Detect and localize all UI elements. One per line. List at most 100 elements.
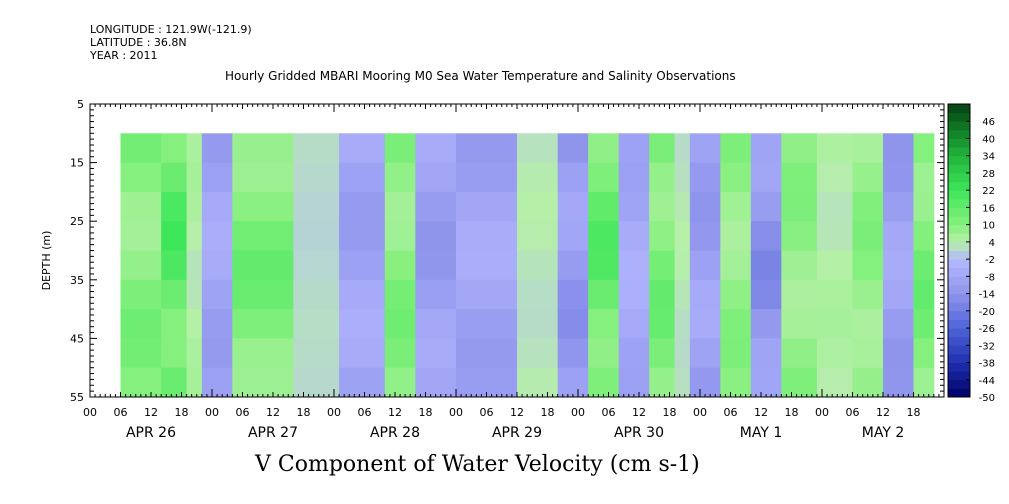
colorbar-swatch <box>948 336 970 346</box>
colorbar-swatch <box>948 129 970 139</box>
colorbar-swatch <box>948 121 970 131</box>
x-hour-label: 00 <box>449 406 463 419</box>
colorbar-swatch <box>948 276 970 286</box>
x-hour-label: 12 <box>510 406 524 419</box>
colorbar-swatch <box>948 259 970 269</box>
colorbar-swatch <box>948 302 970 312</box>
x-hour-label: 12 <box>754 406 768 419</box>
heatmap-cell <box>161 367 188 398</box>
colorbar-swatch <box>948 233 970 243</box>
x-hour-label: 18 <box>419 406 433 419</box>
heatmap-cell <box>689 309 721 339</box>
heatmap-cells <box>120 133 935 398</box>
heatmap-cell <box>913 191 935 222</box>
heatmap-cell <box>120 250 162 281</box>
heatmap-cell <box>339 309 386 339</box>
y-tick-label: 15 <box>70 157 84 170</box>
heatmap-cell <box>588 367 620 398</box>
heatmap-cell <box>649 191 676 222</box>
heatmap-cell <box>161 338 188 369</box>
colorbar-label: 46 <box>982 117 995 128</box>
heatmap-cell <box>161 191 188 222</box>
colorbar-label: -50 <box>979 393 995 404</box>
colorbar-swatch <box>948 172 970 183</box>
x-hour-label: 06 <box>114 406 128 419</box>
heatmap-cell <box>415 162 457 193</box>
heatmap-cell <box>816 279 853 310</box>
colorbar-swatch <box>948 250 970 260</box>
heatmap-cell <box>816 250 853 281</box>
heatmap-cell <box>750 191 782 222</box>
x-day-label: APR 30 <box>614 425 664 441</box>
heatmap-cell <box>384 162 416 193</box>
heatmap-cell <box>339 250 386 281</box>
heatmap-cell <box>913 309 935 339</box>
heatmap-cell <box>186 279 203 310</box>
heatmap-cell <box>781 309 818 339</box>
x-hour-label: 06 <box>724 406 738 419</box>
heatmap-cell <box>120 279 162 310</box>
heatmap-cell <box>689 191 721 222</box>
colorbar: 46 40 34 28 22 16 10 4 -2 -8 -14 -20 -26 -32 -38 -44 -50 <box>947 103 995 404</box>
heatmap-cell <box>517 162 559 193</box>
heatmap-cell <box>588 162 620 193</box>
heatmap-cell <box>781 338 818 369</box>
heatmap-cell <box>588 133 620 164</box>
heatmap-cell <box>852 279 884 310</box>
x-hour-label: 18 <box>297 406 311 419</box>
heatmap-cell <box>232 367 294 398</box>
heatmap-cell <box>456 279 518 310</box>
x-hour-label: 06 <box>602 406 616 419</box>
heatmap-cell <box>186 191 203 222</box>
x-day-label: MAY 2 <box>862 425 904 441</box>
x-hour-label: 12 <box>876 406 890 419</box>
heatmap-cell <box>201 133 233 164</box>
colorbar-label: 10 <box>982 221 995 232</box>
heatmap-cell <box>781 250 818 281</box>
heatmap-cell <box>232 250 294 281</box>
heatmap-cell <box>618 309 650 339</box>
heatmap-cell <box>689 250 721 281</box>
heatmap-cell <box>293 221 340 251</box>
heatmap-cell <box>339 279 386 310</box>
x-hour-label: 18 <box>907 406 921 419</box>
heatmap-cell <box>557 191 589 222</box>
x-day-label: APR 28 <box>370 425 420 441</box>
heatmap-cell <box>689 133 721 164</box>
heatmap-cell <box>120 221 162 251</box>
heatmap-cell <box>517 338 559 369</box>
heatmap-cell <box>816 309 853 339</box>
heatmap-cell <box>674 162 691 193</box>
heatmap-cell <box>384 191 416 222</box>
heatmap-cell <box>232 338 294 369</box>
heatmap-cell <box>517 309 559 339</box>
y-tick-label: 35 <box>70 274 84 287</box>
colorbar-label: 40 <box>982 134 995 145</box>
colorbar-swatch <box>948 224 970 234</box>
heatmap-cell <box>883 338 914 369</box>
colorbar-swatch <box>948 198 970 208</box>
heatmap-cell <box>750 133 782 164</box>
x-axis-title: V Component of Water Velocity (cm s-1) <box>255 452 700 477</box>
heatmap-cell <box>120 191 162 222</box>
heatmap-cell <box>186 133 203 164</box>
heatmap-cell <box>816 191 853 222</box>
heatmap-cell <box>201 250 233 281</box>
heatmap-cell <box>557 250 589 281</box>
heatmap-cell <box>674 309 691 339</box>
colorbar-swatch <box>948 353 970 364</box>
x-hour-label: 12 <box>266 406 280 419</box>
colorbar-label: -2 <box>985 255 995 266</box>
colorbar-swatch <box>948 371 970 381</box>
latitude-label: LATITUDE : 36.8N <box>90 36 187 49</box>
heatmap-cell <box>415 279 457 310</box>
heatmap-cell <box>618 250 650 281</box>
heatmap-cell <box>649 250 676 281</box>
heatmap-cell <box>384 133 416 164</box>
heatmap-cell <box>201 162 233 193</box>
heatmap-cell <box>618 338 650 369</box>
heatmap-cell <box>689 162 721 193</box>
heatmap-cell <box>517 279 559 310</box>
colorbar-swatch <box>948 284 970 295</box>
heatmap-cell <box>720 133 752 164</box>
